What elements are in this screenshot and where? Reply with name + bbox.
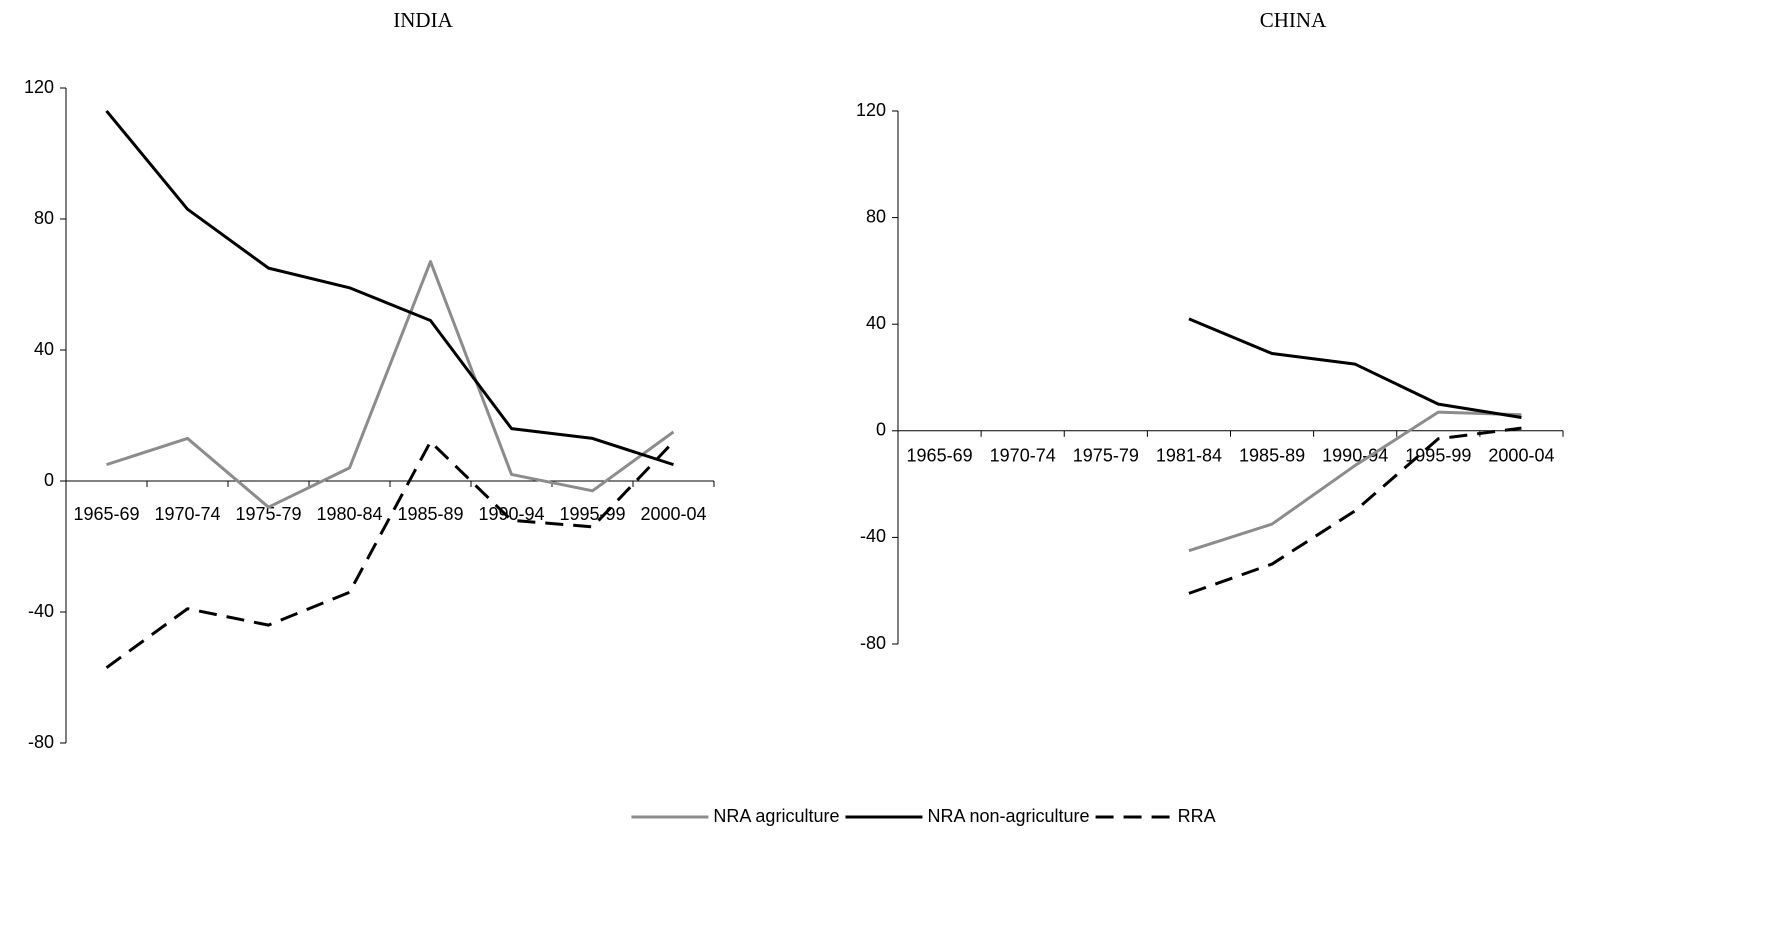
x-tick-label: 2000-04: [1488, 446, 1554, 466]
y-tick-label: 120: [24, 77, 54, 97]
series-line: NRA non-agriculture: [1188, 317, 1522, 419]
x-tick-label: 1975-79: [1073, 446, 1139, 466]
legend-label: NRA agriculture: [713, 806, 839, 826]
y-tick-label: -40: [28, 601, 54, 621]
legend-label: RRA: [1178, 806, 1216, 826]
x-tick-label: 1965-69: [73, 504, 139, 524]
legend-label: NRA non-agriculture: [927, 806, 1089, 826]
x-tick-label: 1981-84: [1156, 446, 1222, 466]
x-tick-label: 2000-04: [640, 504, 706, 524]
series-line: NRA non-agriculture: [105, 109, 674, 467]
legend: NRA agriculture NRA non-agriculture RRA: [631, 806, 1216, 826]
y-tick-label: 40: [866, 313, 886, 333]
y-tick-label: 0: [44, 470, 54, 490]
x-tick-label: 1970-74: [154, 504, 220, 524]
x-tick-label: 1990-94: [478, 504, 544, 524]
x-tick-label: 1985-89: [1239, 446, 1305, 466]
y-tick-label: -40: [860, 526, 886, 546]
x-tick-label: 1965-69: [907, 446, 973, 466]
y-tick-label: 80: [34, 208, 54, 228]
chart-title: CHINA: [1260, 8, 1327, 32]
x-tick-label: 1995-99: [1405, 446, 1471, 466]
x-tick-label: 1980-84: [316, 504, 382, 524]
series-line: NRA agriculture: [106, 260, 675, 509]
x-tick-label: 1970-74: [990, 446, 1056, 466]
y-tick-label: 40: [34, 339, 54, 359]
x-tick-label: 1990-94: [1322, 446, 1388, 466]
y-tick-label: 120: [856, 100, 886, 120]
chart-title: INDIA: [393, 8, 453, 32]
series-line: RRA: [105, 440, 675, 669]
y-tick-label: 80: [866, 206, 886, 226]
x-tick-label: 1985-89: [397, 504, 463, 524]
series-line: NRA agriculture: [1188, 410, 1522, 553]
x-tick-label: 1995-99: [559, 504, 625, 524]
y-tick-label: -80: [860, 633, 886, 653]
x-tick-label: 1975-79: [235, 504, 301, 524]
y-tick-label: -80: [28, 732, 54, 752]
series-line: RRA: [1188, 426, 1522, 595]
y-tick-label: 0: [876, 420, 886, 440]
